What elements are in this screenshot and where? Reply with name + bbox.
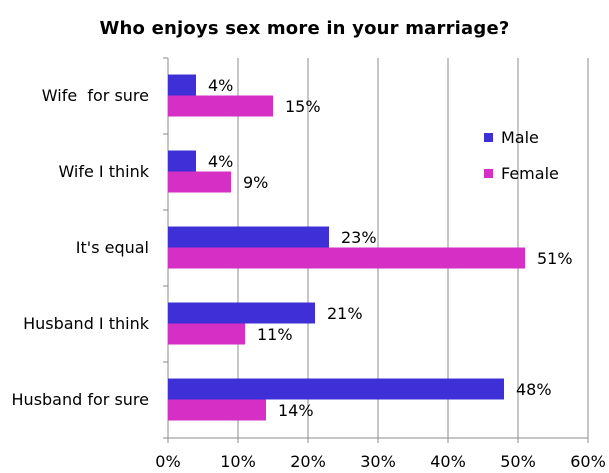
- x-tick-label: 40%: [430, 452, 466, 471]
- bar-male: [168, 74, 196, 96]
- data-label-male: 48%: [516, 380, 552, 399]
- data-label-male: 4%: [208, 152, 233, 171]
- bar-female: [168, 323, 245, 345]
- legend-label-female: Female: [501, 163, 559, 183]
- legend-swatch-female: [484, 168, 493, 178]
- y-tick-label: It's equal: [76, 238, 149, 257]
- bar-female: [168, 95, 273, 117]
- bar-male: [168, 150, 196, 172]
- y-tick-label: Wife for sure: [42, 86, 149, 105]
- data-label-female: 14%: [278, 401, 314, 420]
- data-label-male: 4%: [208, 76, 233, 95]
- bar-female: [168, 171, 231, 193]
- legend-item-male: Male: [484, 127, 559, 147]
- data-label-female: 51%: [537, 249, 573, 268]
- bar-male: [168, 226, 329, 248]
- chart-title: Who enjoys sex more in your marriage?: [99, 18, 510, 39]
- legend-item-female: Female: [484, 163, 559, 183]
- y-tick-label: Wife I think: [58, 162, 149, 181]
- data-label-female: 15%: [285, 97, 321, 116]
- bar-male: [168, 378, 504, 400]
- bar-female: [168, 399, 266, 421]
- bar-female: [168, 247, 525, 269]
- data-label-female: 9%: [243, 173, 268, 192]
- data-label-male: 21%: [327, 304, 363, 323]
- x-tick-label: 10%: [220, 452, 256, 471]
- legend-swatch-male: [484, 132, 493, 142]
- legend-label-male: Male: [501, 127, 539, 147]
- x-tick-label: 0%: [155, 452, 180, 471]
- y-tick-label: Husband I think: [23, 314, 150, 333]
- x-tick-label: 60%: [570, 452, 606, 471]
- bar-male: [168, 302, 315, 324]
- data-label-male: 23%: [341, 228, 377, 247]
- x-tick-label: 20%: [290, 452, 326, 471]
- data-label-female: 11%: [257, 325, 293, 344]
- x-tick-label: 50%: [500, 452, 536, 471]
- legend: Male Female: [484, 128, 559, 200]
- y-tick-label: Husband for sure: [12, 390, 149, 409]
- x-tick-label: 30%: [360, 452, 396, 471]
